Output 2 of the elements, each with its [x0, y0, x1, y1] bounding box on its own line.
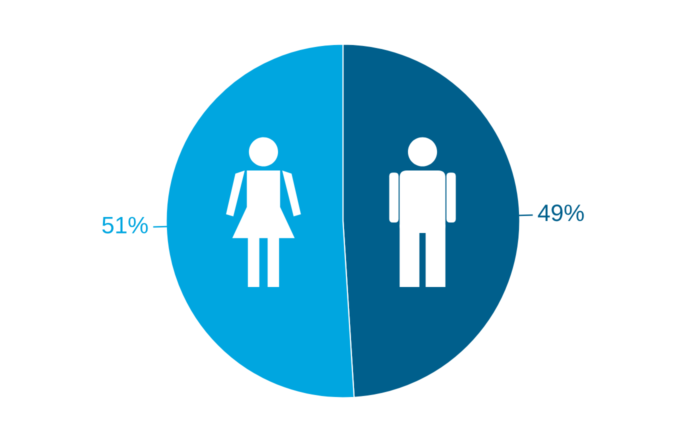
data-label: 49%	[538, 204, 584, 222]
data-label: 51%	[102, 216, 148, 234]
